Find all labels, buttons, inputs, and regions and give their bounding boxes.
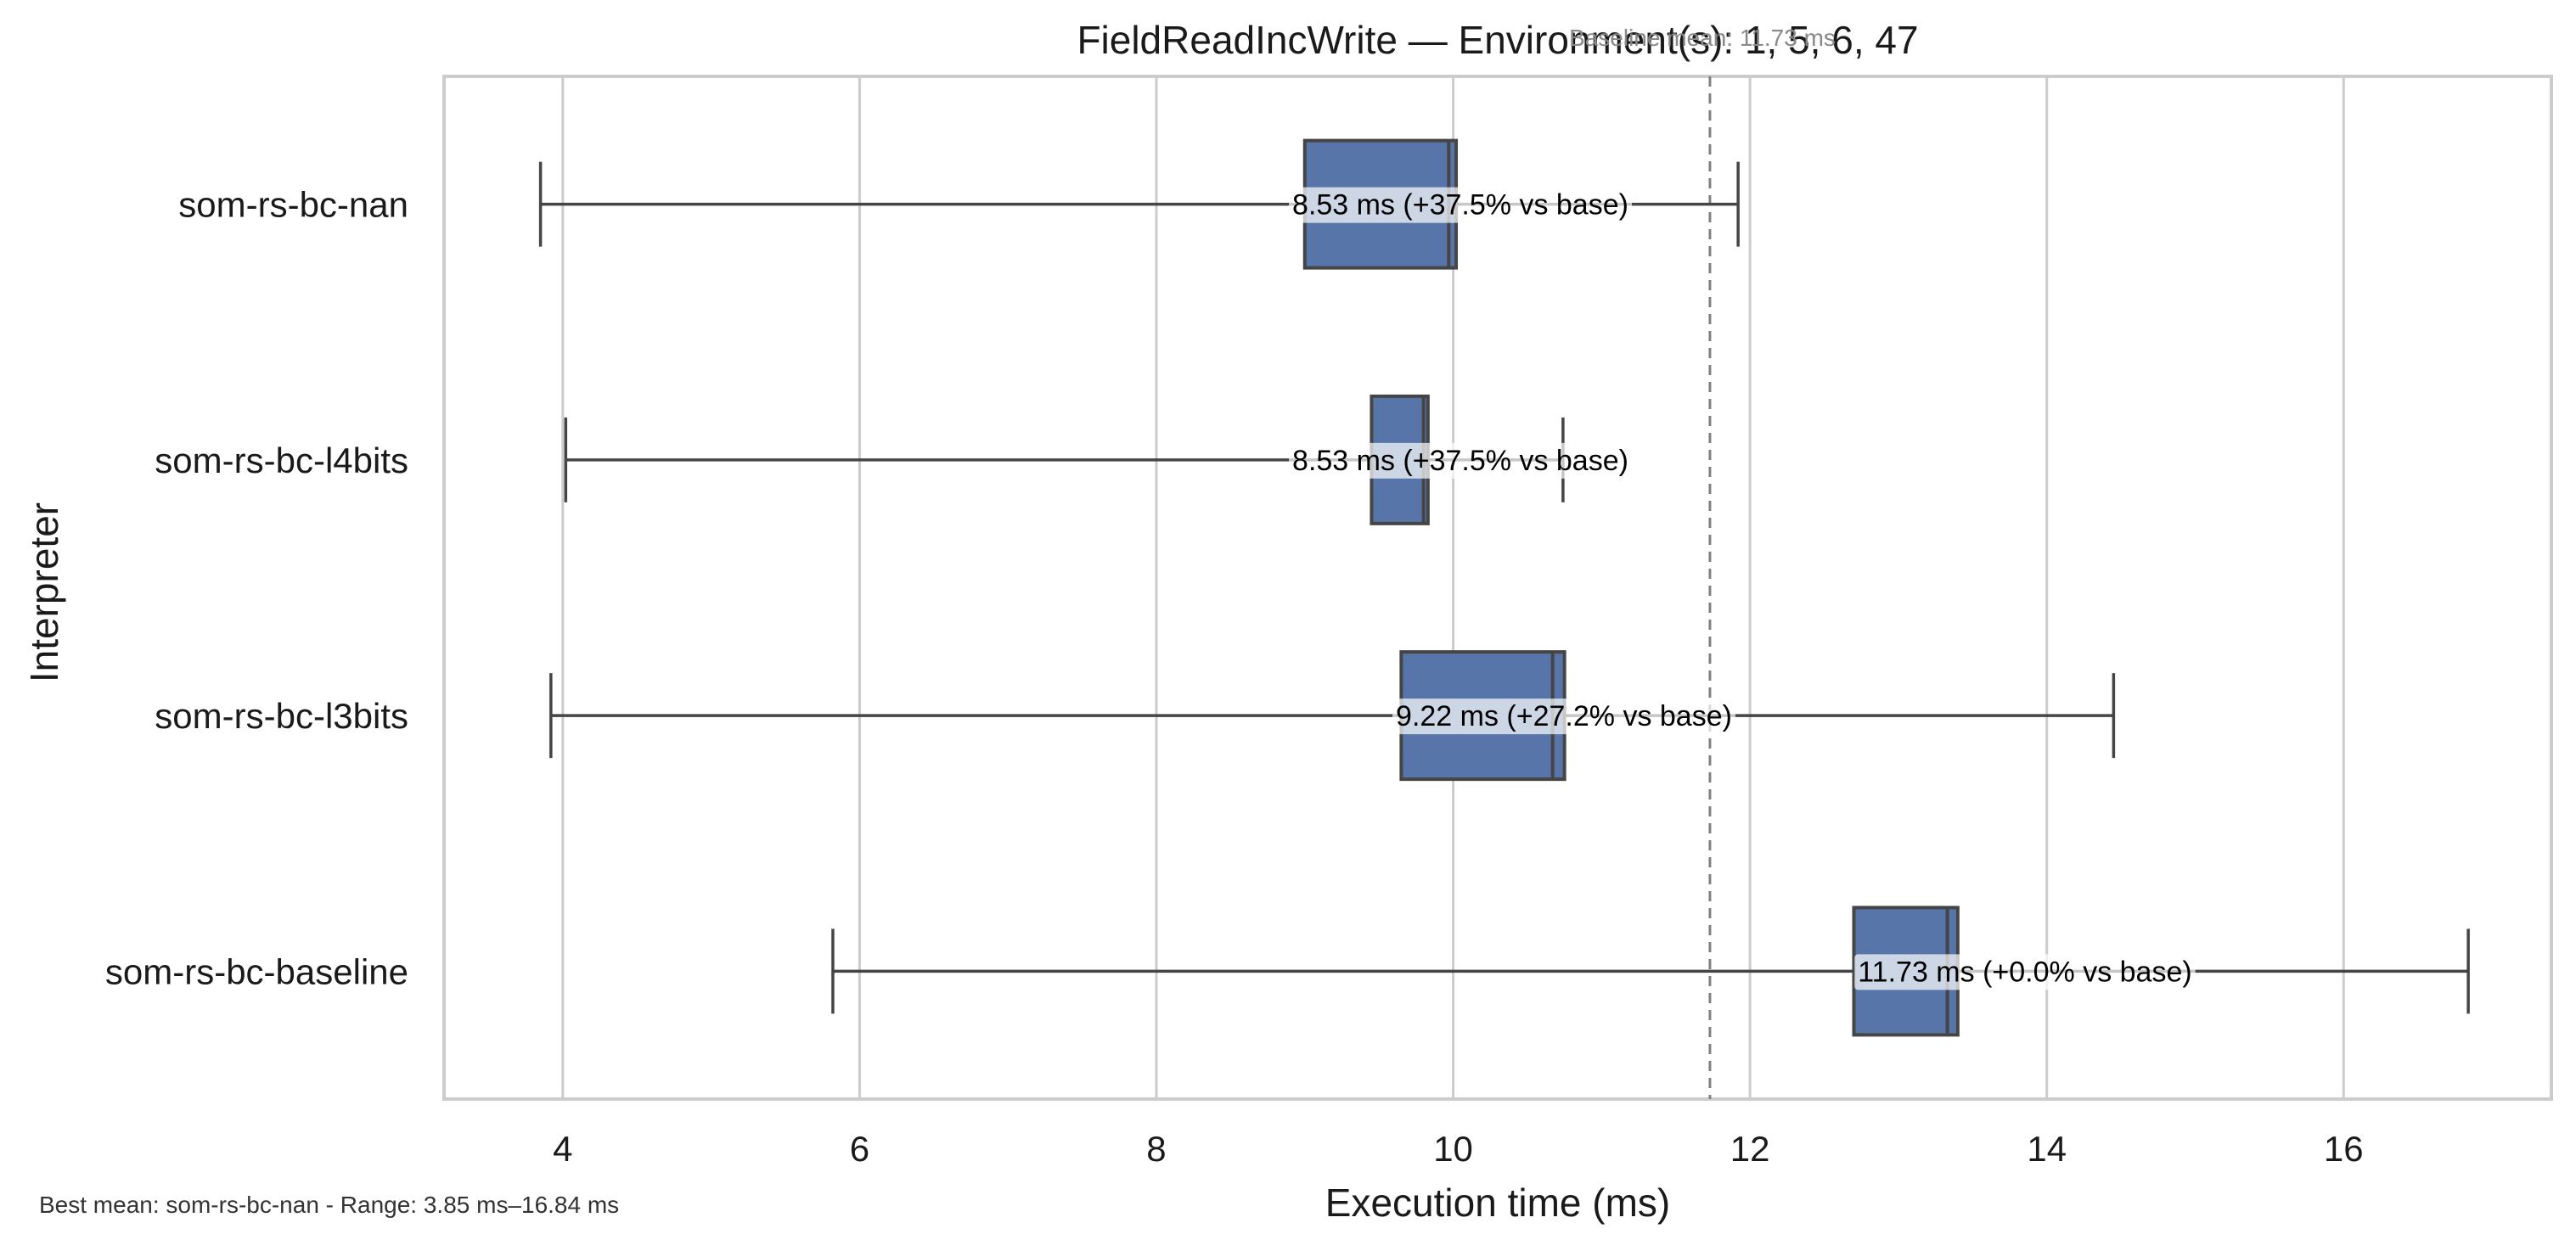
y-tick-label: som-rs-bc-l3bits xyxy=(155,696,408,736)
plot-frame xyxy=(442,75,2553,1101)
chart-title: FieldReadIncWrite — Environment(s): 1, 5… xyxy=(1077,18,1918,62)
annotation-text: 11.73 ms (+0.0% vs base) xyxy=(1858,956,2191,988)
box-som-rs-bc-baseline xyxy=(831,906,2470,1037)
x-tick-labels: 4 6 8 10 12 14 16 xyxy=(553,1129,2364,1169)
baseline-label: Baseline mean: 11.73 ms xyxy=(1569,25,1836,51)
annotation-background xyxy=(1392,698,1735,735)
y-tick-label: som-rs-bc-l4bits xyxy=(155,440,408,480)
y-tick-label: som-rs-bc-nan xyxy=(178,185,408,225)
x-tick-label: 14 xyxy=(2027,1129,2067,1169)
y-tick-labels: som-rs-bc-nan som-rs-bc-l4bits som-rs-bc-l… xyxy=(105,185,408,992)
annotation-som-rs-bc-l4bits: 8.53 ms (+37.5% vs base) xyxy=(1289,442,1632,479)
annotation-background xyxy=(1854,954,2196,990)
annotation-text: 8.53 ms (+37.5% vs base) xyxy=(1292,445,1628,477)
annotation-text: 9.22 ms (+27.2% vs base) xyxy=(1396,700,1732,732)
x-tick-label: 12 xyxy=(1730,1129,1770,1169)
y-tick-label: som-rs-bc-baseline xyxy=(105,951,408,991)
x-tick-label: 10 xyxy=(1433,1129,1473,1169)
annotation-som-rs-bc-l3bits: 9.22 ms (+27.2% vs base) xyxy=(1392,698,1735,735)
annotation-background xyxy=(1289,187,1632,223)
x-tick-label: 6 xyxy=(850,1129,869,1169)
box-som-rs-bc-l3bits xyxy=(549,650,2116,782)
annotation-som-rs-bc-baseline: 11.73 ms (+0.0% vs base) xyxy=(1854,954,2196,990)
annotation-som-rs-bc-nan: 8.53 ms (+37.5% vs base) xyxy=(1289,187,1632,223)
footnote: Best mean: som-rs-bc-nan - Range: 3.85 m… xyxy=(39,1192,620,1218)
annotation-background xyxy=(1289,442,1632,479)
x-tick-label: 4 xyxy=(553,1129,572,1169)
annotation-text: 8.53 ms (+37.5% vs base) xyxy=(1292,189,1628,222)
x-tick-label: 16 xyxy=(2324,1129,2364,1169)
x-tick-label: 8 xyxy=(1146,1129,1166,1169)
boxes-layer xyxy=(538,138,2470,1037)
x-axis-label: Execution time (ms) xyxy=(1325,1181,1670,1225)
y-axis-label: Interpreter xyxy=(22,502,66,682)
annotations-layer: 8.53 ms (+37.5% vs base) 8.53 ms (+37.5% … xyxy=(1289,187,2196,990)
